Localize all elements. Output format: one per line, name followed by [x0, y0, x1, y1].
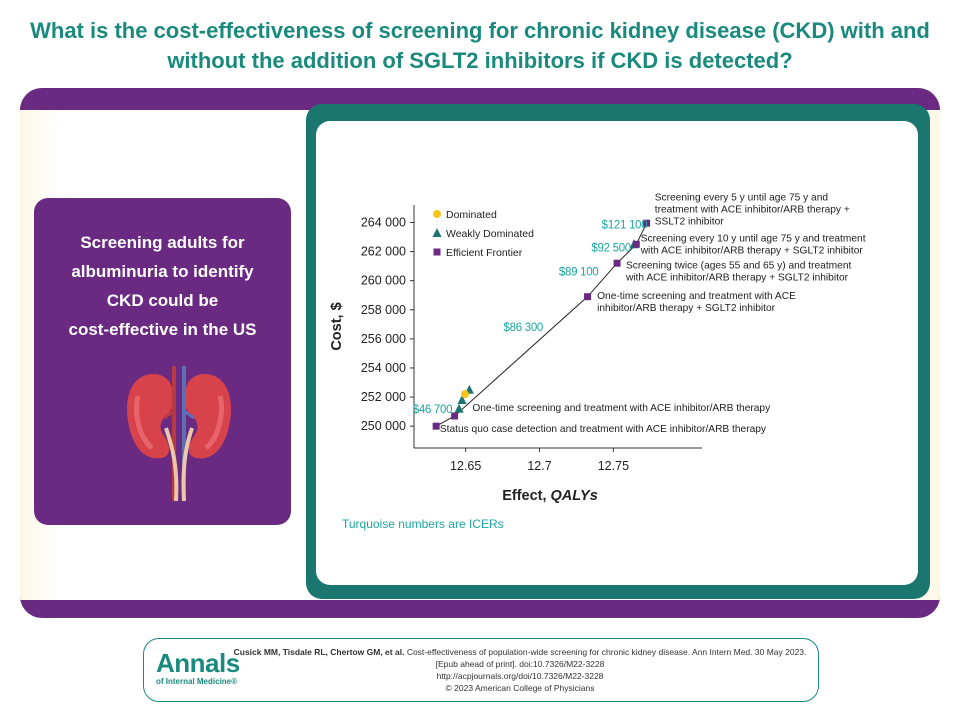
y-tick-label: 264 000 — [361, 215, 406, 229]
annotation-line: Screening every 10 y until age 75 y and … — [641, 233, 866, 244]
key-finding-line-1: Screening adults for — [80, 233, 245, 252]
annotation-line: with ACE inhibitor/ARB therapy + SGLT2 i… — [640, 245, 864, 256]
legend-circle-marker — [433, 210, 441, 218]
legend-square-marker — [433, 248, 441, 256]
key-finding-panel: Screening adults for albuminuria to iden… — [34, 198, 291, 525]
annals-logo: Annals — [156, 648, 240, 678]
x-axis-title-main: Effect, — [502, 488, 550, 504]
annotation-line: Status quo case detection and treatment … — [440, 424, 767, 435]
x-tick-label: 12.75 — [598, 459, 629, 473]
annotation-line: One-time screening and treatment with AC… — [472, 403, 771, 414]
key-finding-text: Screening adults for albuminuria to iden… — [34, 228, 291, 344]
page-title: What is the cost-effectiveness of screen… — [0, 16, 960, 76]
legend-layer: Dominated Weakly Dominated Efficient Front… — [446, 209, 534, 259]
annals-logo-subtitle: of Internal Medicine® — [156, 677, 238, 686]
y-tick-label: 260 000 — [361, 274, 406, 288]
strategy-annotation: Screening twice (ages 55 and 65 y) and t… — [625, 260, 852, 283]
icer-label: $86 300 — [504, 322, 543, 334]
annotation-line: treatment with ACE inhibitor/ARB therapy… — [655, 205, 850, 216]
legend-label: Dominated — [446, 209, 497, 221]
y-tick-label: 262 000 — [361, 245, 406, 259]
key-finding-line-2: albuminuria to identify — [71, 262, 254, 281]
efficient-frontier-point — [613, 259, 621, 267]
weakly-dominated-point — [457, 394, 467, 404]
y-tick-label: 250 000 — [361, 419, 406, 433]
x-axis-title-unit: QALYs — [551, 488, 598, 504]
key-finding-line-4: cost-effective in the US — [68, 320, 257, 339]
citation-box: Annals of Internal Medicine® Cusick MM, … — [143, 638, 819, 702]
citation-doi: [Epub ahead of print]. doi:10.7326/M22-3… — [435, 659, 605, 669]
legend-triangle-marker — [432, 228, 442, 237]
citation-url[interactable]: http://acpjournals.org/doi/10.7326/M22-3… — [436, 671, 604, 681]
legend-label: Efficient Frontier — [446, 247, 523, 259]
citation-line-1: Cusick MM, Tisdale RL, Chertow GM, et al… — [230, 646, 810, 658]
y-tick-label: 256 000 — [361, 332, 406, 346]
efficient-frontier-point — [451, 412, 459, 420]
annotation-line: Screening every 5 y until age 75 y and — [655, 193, 829, 204]
icer-label: $46 700 — [413, 404, 452, 416]
y-tick-label: 258 000 — [361, 303, 406, 317]
annotation-line: inhibitor/ARB therapy + SGLT2 inhibitor — [597, 303, 776, 314]
axes-layer: 250 000 252 000 254 000 256 000 258 000 260 0… — [329, 205, 702, 504]
y-tick-label: 254 000 — [361, 361, 406, 375]
efficient-frontier-point — [632, 240, 640, 248]
x-tick-label: 12.65 — [450, 459, 481, 473]
citation-copyright: © 2023 American College of Physicians — [445, 683, 595, 693]
y-tick-label: 252 000 — [361, 390, 406, 404]
key-finding-line-3: CKD could be — [106, 291, 219, 310]
strategy-annotation: Status quo case detection and treatment … — [440, 424, 767, 435]
title-line-1: What is the cost-effectiveness of screen… — [30, 18, 930, 43]
strategy-annotation: Screening every 10 y until age 75 y and … — [640, 233, 866, 256]
labels-layer: $46 700 $86 300 $89 100 $92 500 $121 100 Stat… — [342, 193, 866, 531]
citation-text: Cusick MM, Tisdale RL, Chertow GM, et al… — [230, 646, 810, 694]
annotation-line: SSLT2 inhibitor — [655, 217, 725, 228]
efficient-frontier-point — [432, 422, 440, 430]
x-axis-title: Effect, QALYs — [502, 488, 598, 504]
weakly-dominated-point — [454, 403, 464, 413]
y-axis-title: Cost, $ — [329, 302, 345, 350]
strategy-annotation: One-time screening and treatment with AC… — [472, 403, 771, 414]
icer-footnote: Turquoise numbers are ICERs — [342, 517, 504, 531]
efficient-frontier-point — [643, 219, 651, 227]
annotation-line: with ACE inhibitor/ARB therapy + SGLT2 i… — [625, 272, 849, 283]
cost-effectiveness-chart: 250 000 252 000 254 000 256 000 258 000 260 0… — [329, 193, 866, 531]
strategy-annotation: Screening every 5 y until age 75 y and tr… — [655, 193, 850, 228]
title-line-2: without the addition of SGLT2 inhibitors… — [167, 48, 793, 73]
icer-label: $89 100 — [559, 267, 598, 279]
annotation-line: Screening twice (ages 55 and 65 y) and t… — [626, 260, 852, 271]
strategy-annotation: One-time screening and treatment with AC… — [597, 291, 796, 314]
x-tick-label: 12.7 — [527, 459, 551, 473]
marks-layer — [432, 210, 651, 430]
annotation-line: One-time screening and treatment with AC… — [597, 291, 796, 302]
legend-label: Weakly Dominated — [446, 228, 534, 240]
icer-label: $121 100 — [602, 219, 648, 231]
dominated-point — [460, 390, 469, 399]
kidneys-icon — [127, 366, 231, 501]
icer-label: $92 500 — [591, 243, 630, 255]
chart-card: 250 000 252 000 254 000 256 000 258 000 260 0… — [316, 121, 918, 585]
citation-authors: Cusick MM, Tisdale RL, Chertow GM, et al… — [233, 647, 405, 657]
citation-title: Cost-effectiveness of population-wide sc… — [406, 647, 807, 657]
efficient-frontier-point — [584, 293, 592, 301]
